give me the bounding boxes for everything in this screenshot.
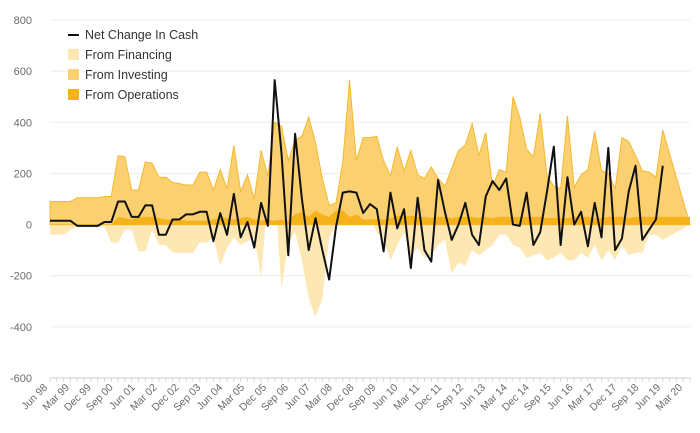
legend-label: From Investing [85,68,168,82]
y-tick-label-6: -400 [10,322,32,334]
legend: Net Change In Cash From Financing From Inv… [68,28,198,102]
legend-item-net-change-in-cash: Net Change In Cash [68,28,198,42]
legend-swatch [68,69,79,80]
legend-item-from-investing: From Investing [68,68,168,82]
y-tick-label-1: 600 [14,66,32,78]
legend-item-from-operations: From Operations [68,88,179,102]
y-tick-label-0: 800 [14,15,32,27]
line-net-change-in-cash [50,79,664,281]
y-tick-label-7: -600 [10,373,32,385]
area-layer [49,80,691,317]
y-tick-label-3: 200 [14,168,32,180]
legend-swatch [68,89,79,100]
legend-swatch [68,49,79,60]
area-from-investing [49,80,691,226]
y-tick-label-5: -200 [10,271,32,283]
y-tick-label-2: 400 [14,117,32,129]
legend-item-from-financing: From Financing [68,48,172,62]
legend-label: Net Change In Cash [85,28,198,42]
area-from-financing [50,187,690,317]
line-layer [50,79,664,281]
y-tick-label-4: 0 [26,220,32,232]
legend-label: From Operations [85,88,179,102]
legend-label: From Financing [85,48,172,62]
